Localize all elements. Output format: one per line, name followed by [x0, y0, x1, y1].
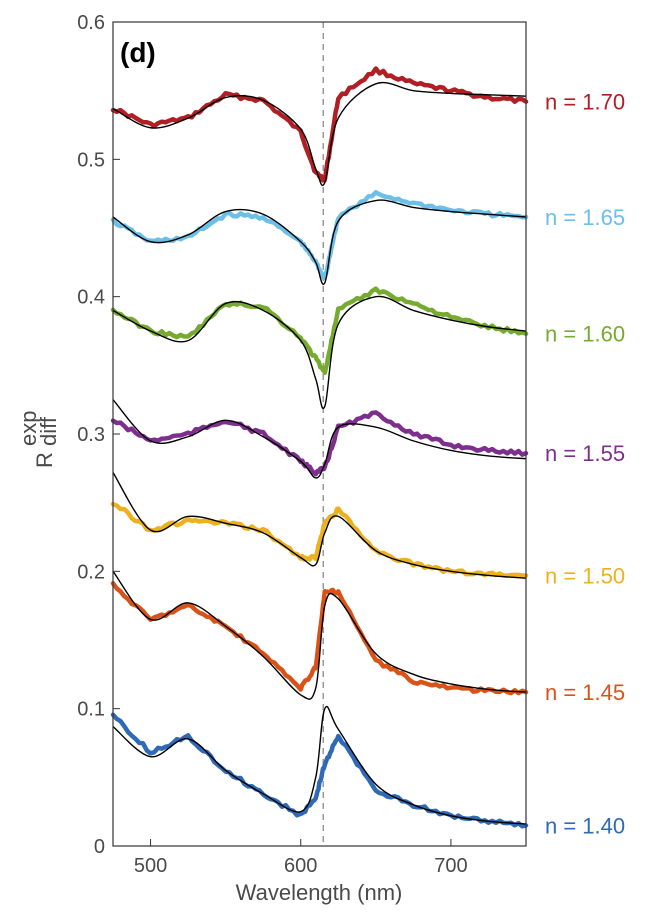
y-tick-label: 0.2 [77, 561, 105, 583]
tick-layer: 500 600 700 0 0.1 0.2 0.3 0.4 0.5 0.6 [77, 12, 467, 877]
experimental-line [110, 712, 529, 829]
y-tick-label: 0.6 [77, 12, 105, 34]
series-label: n = 1.40 [545, 813, 625, 838]
legend-layer: n = 1.70 n = 1.65 n = 1.60 n = 1.55 n = 1.50… [545, 90, 625, 839]
x-tick-label: 500 [134, 855, 167, 877]
x-tick-label: 600 [284, 855, 317, 877]
series-label: n = 1.45 [545, 680, 625, 705]
series-group [110, 706, 529, 829]
fit-line [112, 399, 527, 479]
series-label: n = 1.60 [545, 322, 625, 347]
experimental-line [110, 581, 529, 696]
series-label: n = 1.70 [545, 90, 625, 115]
y-axis-title-superscript: exp [16, 411, 41, 446]
panel-label: (d) [120, 37, 156, 68]
y-axis-title: R exp diff [16, 411, 61, 468]
experimental-line [110, 190, 529, 281]
y-tick-label: 0.4 [77, 287, 105, 309]
fit-line [112, 82, 527, 187]
fit-line [112, 199, 527, 285]
series-group [110, 190, 529, 285]
series-group [110, 570, 529, 700]
series-label: n = 1.55 [545, 441, 625, 466]
y-axis-title-base: R [32, 452, 57, 468]
x-axis-title: Wavelength (nm) [236, 880, 403, 905]
fit-line [112, 706, 527, 825]
y-axis-title-subscript: diff [36, 416, 61, 446]
series-group [110, 472, 529, 579]
series-group [110, 399, 529, 479]
series-group [110, 286, 529, 410]
fit-line [112, 472, 527, 579]
y-tick-label: 0.5 [77, 149, 105, 171]
series-label: n = 1.65 [545, 205, 625, 230]
series-layer [110, 66, 529, 829]
y-tick-label: 0.1 [77, 699, 105, 721]
fit-line [112, 570, 527, 700]
experimental-line [110, 410, 529, 477]
y-tick-label: 0.3 [77, 424, 105, 446]
fit-line [112, 295, 527, 410]
experimental-line [110, 66, 529, 183]
series-group [110, 66, 529, 187]
x-tick-label: 700 [434, 855, 467, 877]
y-tick-label: 0 [94, 836, 105, 858]
experimental-line [110, 286, 529, 376]
series-label: n = 1.50 [545, 563, 625, 588]
